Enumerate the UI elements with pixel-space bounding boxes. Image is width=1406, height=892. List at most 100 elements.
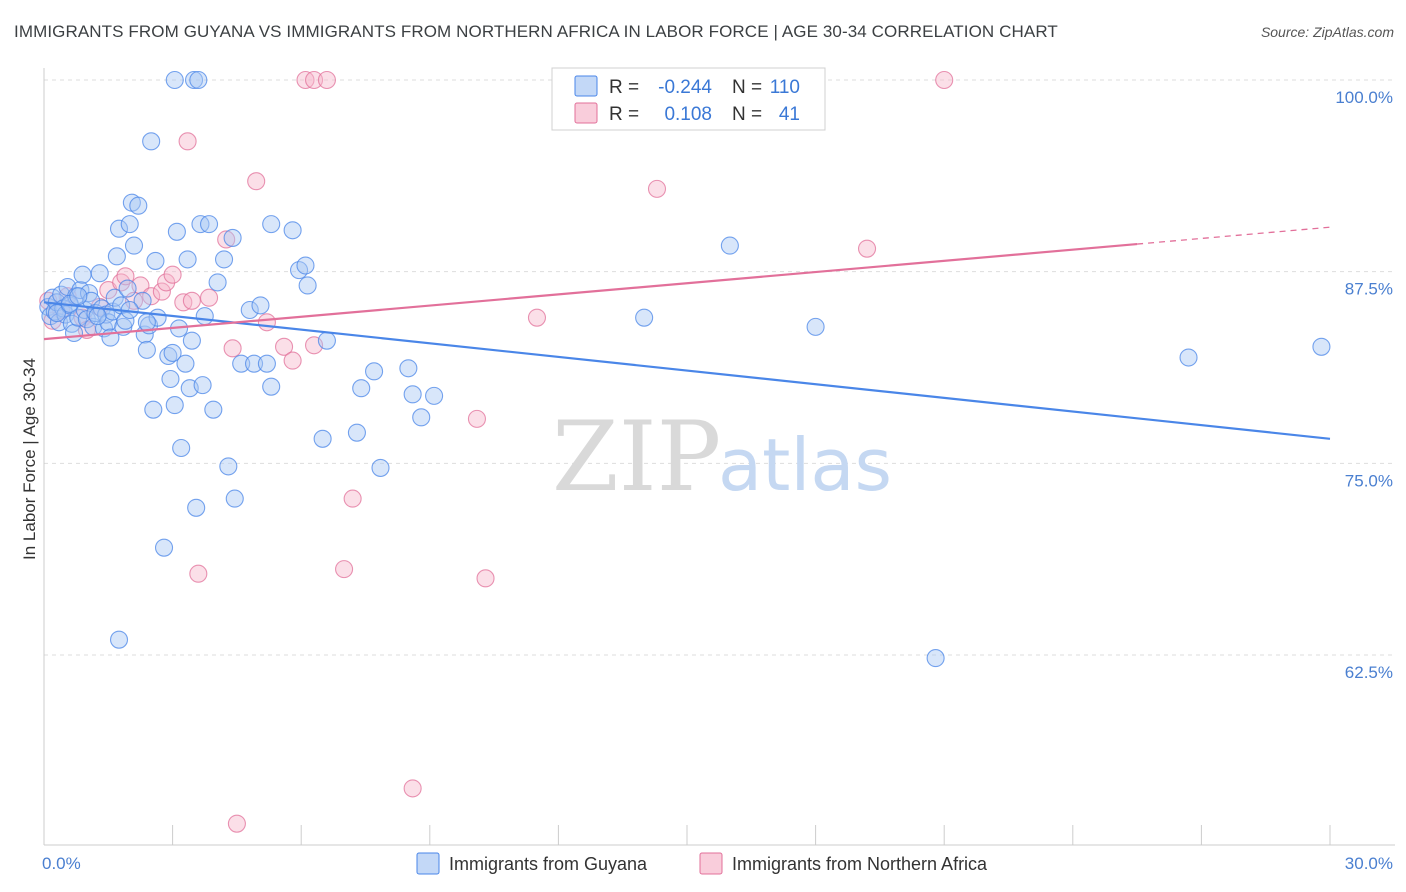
northern-africa-point-19 [189, 564, 208, 583]
guyana-point-49 [154, 538, 174, 557]
guyana-point-46 [144, 400, 163, 419]
northern-africa-point-14 [157, 273, 176, 292]
legend-r-value-2: 0.108 [664, 104, 712, 125]
legend-n-value-2: 41 [779, 104, 800, 125]
northern-africa-point-20 [199, 288, 219, 307]
legend-r-value-1: -0.244 [658, 77, 712, 98]
trend-line-northern-africa-extension [1137, 226, 1331, 245]
x-tick-label-0: 0.0% [42, 854, 81, 873]
chart-source: Source: ZipAtlas.com [1260, 24, 1394, 40]
legend-label-northern-africa: Immigrants from Northern Africa [732, 854, 988, 874]
guyana-point-84 [317, 331, 336, 350]
guyana-point-77 [262, 377, 281, 396]
guyana-point-82 [298, 276, 317, 295]
guyana-point-90 [403, 385, 422, 404]
northern-africa-point-17 [182, 291, 201, 310]
trend-lines [43, 226, 1331, 440]
legend-swatch-northern-africa [574, 102, 598, 124]
guyana-point-70 [223, 228, 242, 247]
guyana-point-93 [109, 630, 129, 649]
correlation-legend: R = -0.244 N = 110 R = 0.108 N = 41 [551, 67, 826, 131]
guyana-point-43 [137, 340, 156, 359]
northern-africa-point-32 [335, 560, 354, 579]
guyana-point-89 [399, 359, 418, 378]
guyana-point-61 [187, 498, 206, 517]
guyana-point-83 [313, 429, 332, 448]
guyana-point-12 [64, 323, 84, 343]
x-tick-label-1: 30.0% [1345, 854, 1393, 873]
northern-africa-point-40 [935, 70, 954, 90]
northern-africa-point-30 [305, 70, 324, 90]
northern-africa-point-38 [647, 179, 667, 198]
northern-africa-point-39 [857, 239, 877, 258]
guyana-point-102 [926, 649, 945, 668]
guyana-point-53 [165, 396, 184, 415]
northern-africa-point-27 [283, 351, 302, 370]
guyana-point-78 [262, 215, 281, 234]
guyana-point-73 [240, 300, 259, 320]
northern-africa-point-31 [317, 70, 336, 90]
guyana-point-16 [73, 265, 92, 284]
guyana-point-97 [137, 313, 156, 332]
guyana-point-68 [214, 250, 234, 269]
northern-africa-point-23 [227, 814, 246, 833]
northern-africa-point-35 [467, 409, 487, 428]
legend-swatch-guyana [574, 75, 598, 97]
legend-swatch-bottom-guyana [416, 852, 440, 875]
guyana-point-58 [178, 250, 197, 269]
guyana-point-101 [806, 317, 825, 336]
northern-africa-point-33 [343, 489, 362, 508]
watermark-zip: ZIP [552, 401, 721, 513]
guyana-point-74 [244, 354, 264, 373]
guyana-point-54 [167, 222, 186, 241]
legend-r-label-2: R = [609, 104, 639, 125]
legend-r-label-1: R = [609, 77, 639, 98]
guyana-point-95 [184, 70, 204, 90]
guyana-point-19 [79, 284, 99, 303]
guyana-point-92 [425, 386, 444, 405]
y-tick-label-2: 87.5% [1345, 280, 1393, 299]
guyana-point-88 [371, 458, 390, 477]
guyana-point-30 [105, 288, 124, 307]
northern-africa-point-18 [178, 132, 197, 151]
guyana-point-91 [412, 408, 431, 427]
y-tick-label-0: 62.5% [1345, 663, 1393, 682]
guyana-point-94 [165, 70, 184, 90]
guyana-point-41 [133, 291, 152, 310]
guyana-point-40 [129, 196, 148, 215]
northern-africa-point-34 [403, 779, 422, 798]
northern-africa-point-12 [142, 287, 161, 306]
guyana-point-32 [109, 219, 129, 238]
guyana-point-35 [116, 311, 135, 330]
series-legend: Immigrants from Guyana Immigrants from N… [416, 852, 988, 875]
guyana-point-52 [163, 343, 182, 362]
y-tick-label-1: 75.0% [1345, 471, 1393, 490]
guyana-point-23 [90, 264, 109, 283]
guyana-point-66 [204, 400, 223, 419]
guyana-point-96 [189, 70, 208, 90]
chart-title: IMMIGRANTS FROM GUYANA VS IMMIGRANTS FRO… [14, 22, 1058, 41]
watermark-atlas: atlas [718, 423, 892, 507]
guyana-point-85 [347, 423, 366, 442]
northern-africa-point-25 [257, 313, 276, 332]
guyana-point-69 [219, 457, 238, 476]
guyana-point-86 [352, 379, 371, 398]
guyana-point-100 [720, 236, 739, 255]
series-guyana-points [39, 70, 1331, 668]
legend-n-label-1: N = [732, 77, 762, 98]
northern-africa-point-24 [247, 172, 266, 191]
y-axis-label: In Labor Force | Age 30-34 [20, 358, 39, 560]
guyana-point-63 [193, 376, 212, 395]
guyana-point-81 [296, 256, 315, 275]
guyana-point-56 [172, 438, 191, 458]
northern-africa-point-26 [275, 337, 294, 356]
guyana-point-37 [120, 215, 139, 234]
northern-africa-point-37 [527, 308, 547, 327]
guyana-point-65 [199, 215, 219, 234]
guyana-point-72 [232, 354, 251, 373]
guyana-point-79 [283, 221, 302, 240]
watermark: ZIP atlas [552, 401, 892, 513]
guyana-point-36 [118, 279, 137, 298]
y-tick-labels: 62.5% 75.0% 87.5% 100.0% [1335, 88, 1393, 682]
